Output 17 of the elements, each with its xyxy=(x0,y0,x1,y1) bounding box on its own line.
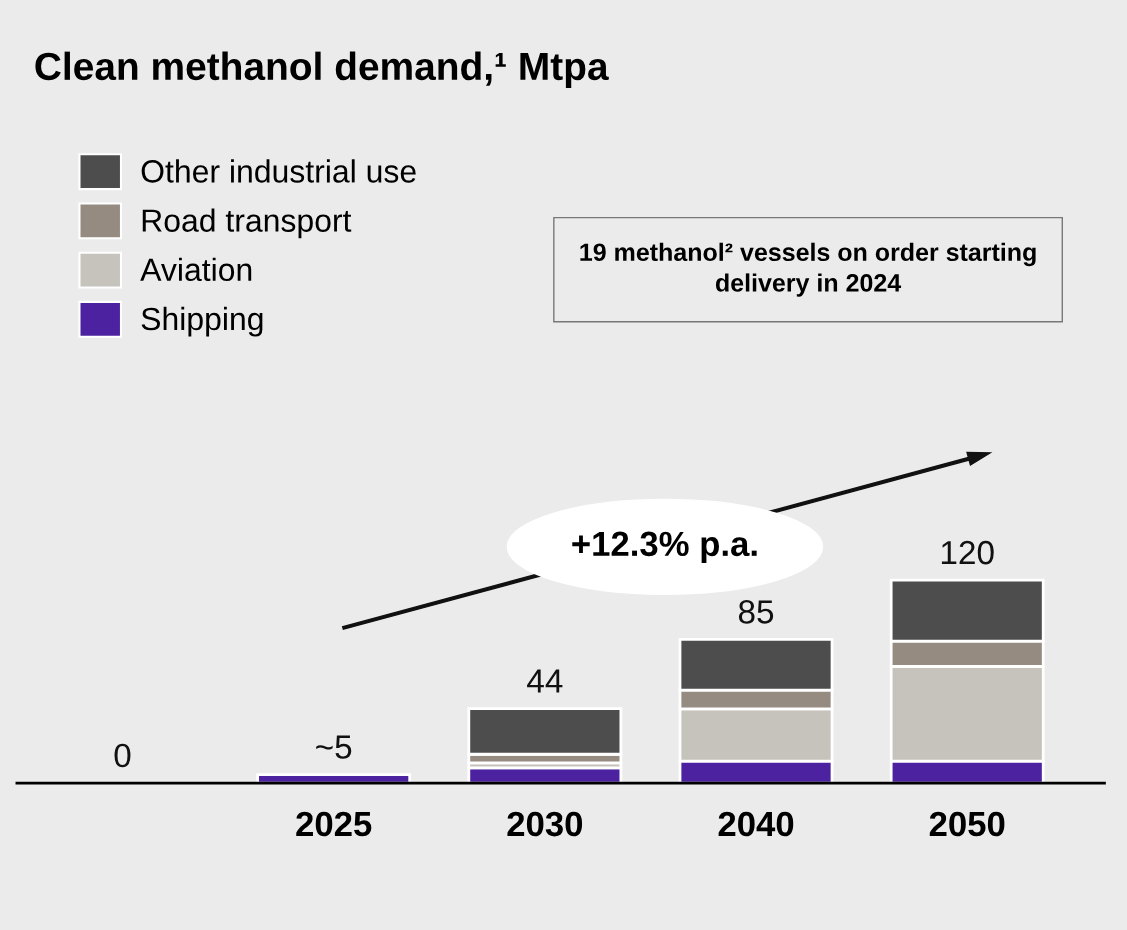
legend-label: Shipping xyxy=(141,306,263,337)
text: 19 methanol² vessels on order starting delivery in 2024 xyxy=(580,242,1036,297)
x-tick-label: 2025 xyxy=(296,811,372,837)
text: +12.3% p.a. xyxy=(572,531,757,564)
annotation: 44 xyxy=(527,669,563,693)
annotation: 0 xyxy=(114,743,131,768)
bar xyxy=(256,773,412,784)
annotation: 85 xyxy=(738,600,774,624)
legend-label: Aviation xyxy=(140,257,252,282)
x-tick-label: 2030 xyxy=(507,811,583,837)
x-tick-label: 2050 xyxy=(929,811,1005,837)
chart-title: Clean methanol demand,¹ Mtpa xyxy=(35,51,609,88)
legend-label: Other industrial use xyxy=(141,159,416,183)
annotation: ~5 xyxy=(316,735,352,759)
annotation: 120 xyxy=(941,540,994,565)
legend-label: Road transport xyxy=(142,208,352,239)
x-tick-label: 2040 xyxy=(718,811,794,837)
